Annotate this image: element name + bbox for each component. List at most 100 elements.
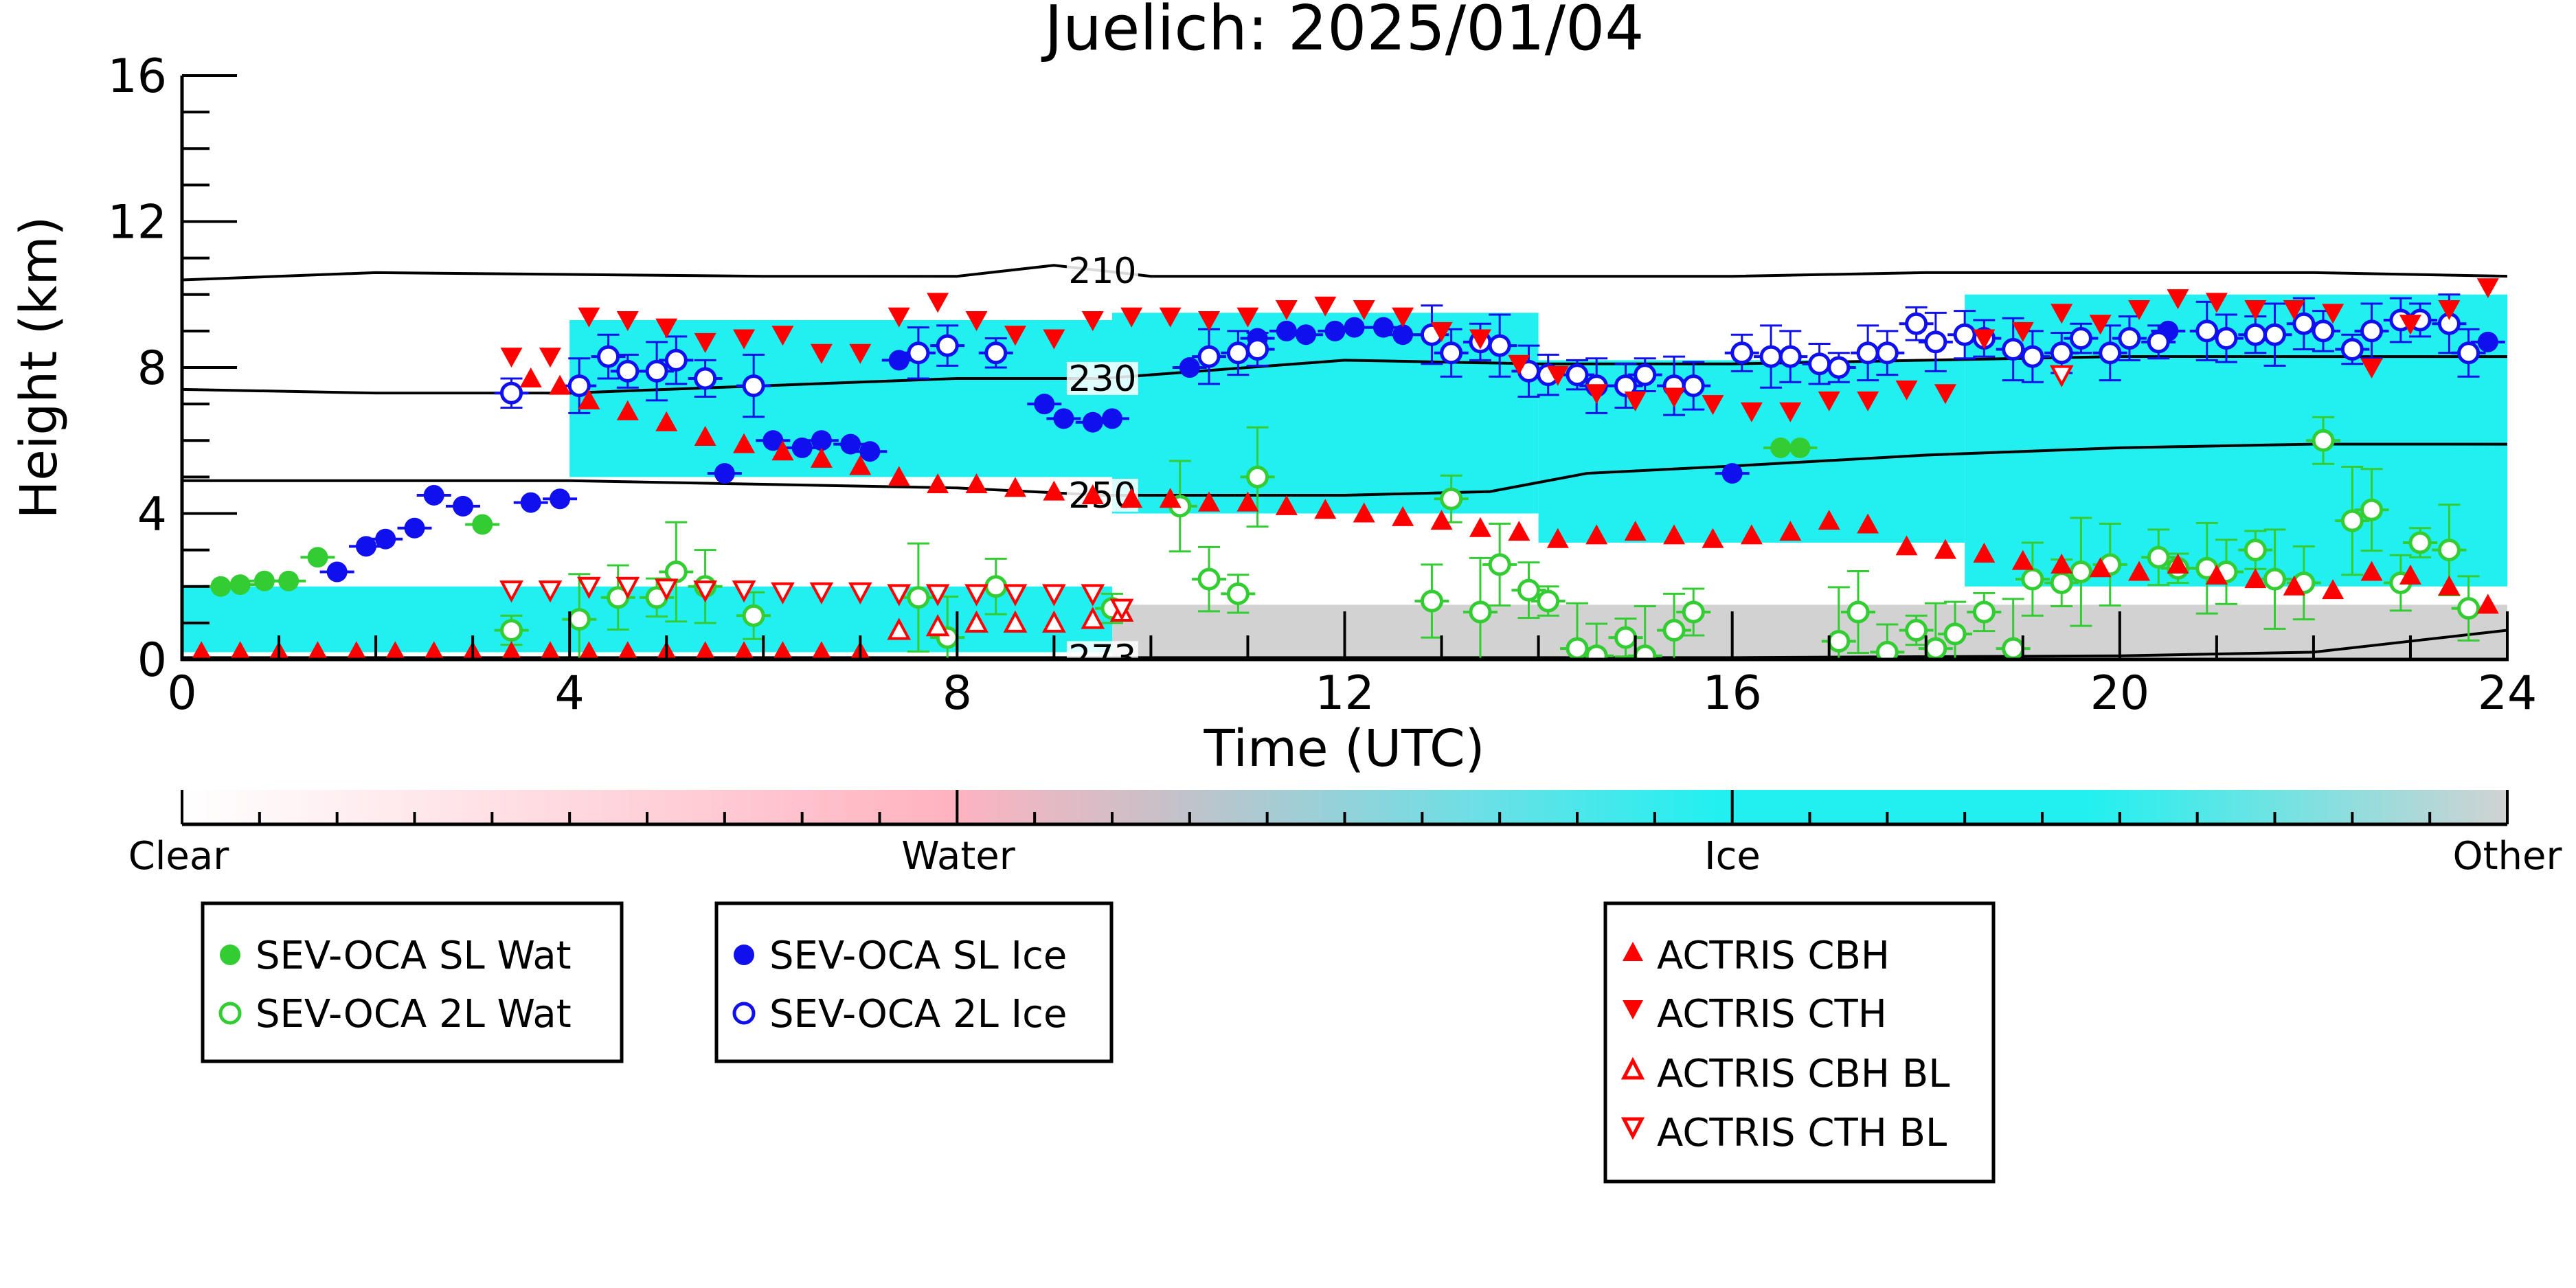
sev-oca-2l-wat-point-15 [1420,589,1443,613]
legend-label-cth: ACTRIS CTH [1657,992,1887,1037]
sev-oca-sl-ice-point-17 [1082,411,1103,433]
actris-cbh-point-52 [2205,564,2228,585]
actris-cbh-point-53 [2244,568,2267,589]
y-axis-label: Height (km) [10,216,69,519]
actris-cth-point-48 [2360,359,2383,379]
actris-cth-point-6 [733,329,756,350]
colorbar-label-ice: Ice [1704,834,1761,879]
contour-230 [182,355,2507,395]
x-ticks: 0 4 8 12 16 20 24 [167,611,2537,721]
sev-oca-2l-wat-point-28 [1846,600,1870,624]
y-tick-label-12: 12 [107,196,167,250]
actris-cth-point-16 [1120,307,1143,328]
actris-cth-bl-point-0 [499,580,523,603]
sev-oca-2l-wat-point-35 [2021,567,2044,591]
actris-cbh-point-16 [811,641,832,659]
legend-actris: ACTRIS CBH ACTRIS CTH ACTRIS CBH BL ACTR… [1603,901,1996,1184]
sev-oca-2l-wat-point-26 [1682,600,1705,624]
legend-label-sl-ice: SEV-OCA SL Ice [769,934,1067,978]
sev-oca-2l-wat-point-13 [1226,582,1250,605]
legend-marker-cbh-bl [1620,1057,1645,1080]
sev-oca-2l-ice-point-50 [2340,337,2364,361]
actris-cth-point-41 [2089,315,2112,335]
sev-oca-sl-ice-point-26 [1392,324,1414,346]
sev-oca-sl-wat-point-1 [229,574,251,596]
sev-oca-2l-wat-point-24 [1634,644,1657,659]
sev-oca-2l-ice-point-12 [1226,341,1250,365]
actris-cbh-point-66 [733,433,756,453]
contour-label-bg-210 [1066,254,1138,288]
actris-cbh-point-19 [927,473,949,493]
x-tick-label-12: 12 [1315,666,1375,721]
sev-oca-sl-wat-point-2 [253,570,275,591]
actris-cbh-point-42 [1818,510,1840,530]
sev-oca-2l-ice-point-11 [1197,345,1221,368]
sev-oca-2l-ice-point-45 [2215,327,2238,350]
sev-oca-sl-ice-point-1 [355,536,376,557]
sev-oca-2l-wat-point-29 [1875,640,1899,659]
actris-cbh-point-51 [2167,553,2189,574]
actris-cbh-point-20 [965,473,988,493]
actris-cbh-point-6 [424,641,444,659]
sev-oca-2l-wat-point-17 [1469,600,1492,624]
actris-cth-point-26 [1508,354,1530,375]
sev-oca-2l-ice-point-46 [2244,323,2267,346]
sev-oca-sl-ice-point-7 [550,488,571,510]
colorbar-label-water: Water [901,834,1016,879]
sev-oca-2l-ice-point-15 [1440,341,1463,365]
actris-cbh-point-56 [2360,561,2383,581]
actris-cbh-point-8 [501,641,522,659]
sev-oca-2l-wat-point-32 [1943,622,1967,646]
actris-cth-point-14 [1043,329,1065,350]
sev-oca-sl-ice-point-22 [1296,324,1317,346]
sev-oca-sl-ice-point-24 [1344,317,1365,338]
actris-cbh-point-34 [1508,521,1530,541]
sev-oca-sl-ice-point-0 [326,561,348,583]
sev-oca-2l-wat-point-34 [2002,637,2025,659]
actris-cth-bl-point-5 [693,580,717,603]
sev-oca-2l-ice-point-55 [2457,341,2481,365]
actris-cbh-point-32 [1430,510,1453,530]
legend-marker-sl-ice [734,945,754,965]
actris-cth-point-22 [1353,300,1375,320]
actris-cth-bl-point-9 [848,582,872,605]
actris-cth-bl-point-1 [538,580,563,603]
actris-cth-point-40 [2050,304,2073,324]
actris-cth-point-7 [771,326,794,346]
actris-cth-bl-point-10 [887,584,912,607]
y-tick-label-8: 8 [137,341,167,396]
actris-cbh-point-62 [578,389,600,409]
sev-oca-2l-wat-point-1 [567,608,591,631]
actris-cth-point-39 [2011,321,2034,342]
actris-cbh-point-55 [2322,579,2345,600]
actris-cbh-point-59 [2476,594,2499,614]
actris-cth-point-33 [1779,402,1802,422]
actris-cth-point-45 [2244,300,2267,320]
sev-oca-2l-ice-point-27 [1759,345,1783,368]
sev-oca-2l-wat-point-36 [2050,571,2073,594]
y-tick-label-0: 0 [137,633,167,688]
sev-oca-2l-wat-point-47 [2340,509,2364,532]
sev-oca-sl-ice-point-14 [888,350,909,371]
actris-cth-bl-point-3 [615,576,640,599]
actris-cbh-point-11 [618,641,638,659]
sev-oca-2l-ice-point-31 [1856,341,1879,365]
actris-cth-point-38 [1973,329,1996,350]
x-tick-label-0: 0 [167,666,196,721]
y-ticks: 0 4 8 12 16 [107,49,237,688]
sev-oca-2l-wat-point-27 [1827,629,1851,653]
sev-oca-2l-ice-point-29 [1808,352,1831,376]
actris-cth-point-29 [1624,391,1647,411]
legend-marker-sl-wat [220,945,240,965]
actris-cbh-point-57 [2399,564,2421,585]
sev-oca-2l-ice-point-34 [1924,330,1947,354]
y-tick-label-16: 16 [107,49,167,104]
actris-cbh-point-26 [1198,491,1221,512]
sev-oca-2l-ice-point-33 [1905,312,1928,335]
actris-cth-point-10 [888,307,910,328]
sev-oca-sl-wat-point-7 [1789,437,1811,458]
sev-oca-2l-ice-point-1 [567,374,591,398]
sev-oca-sl-wat-point-4 [307,547,328,568]
sev-oca-2l-ice-point-25 [1682,374,1705,398]
